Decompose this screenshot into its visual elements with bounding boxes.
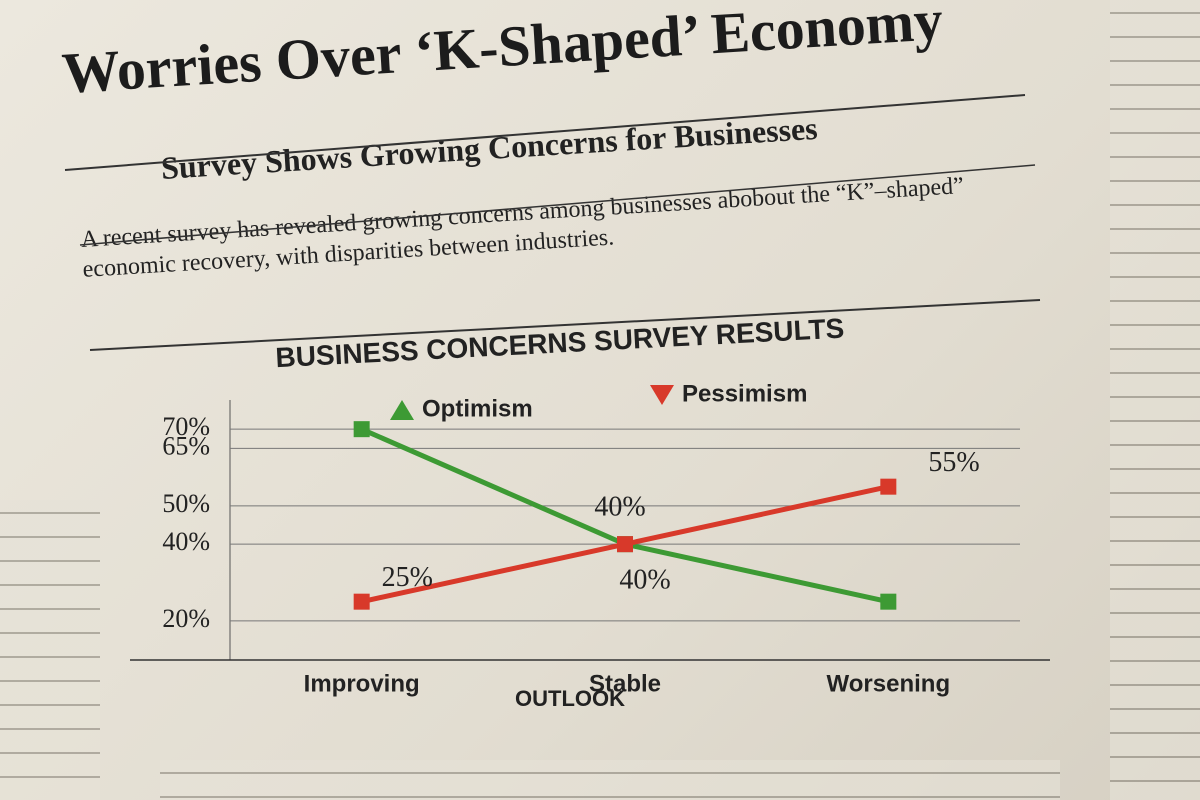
y-tick-label: 40% xyxy=(162,527,210,556)
y-tick-label: 70% xyxy=(162,412,210,441)
y-tick-label: 65% xyxy=(162,431,210,460)
x-tick-label: Improving xyxy=(304,670,420,697)
y-tick-label: 20% xyxy=(162,604,210,633)
point-marker xyxy=(617,536,633,553)
point-marker xyxy=(880,593,897,610)
y-tick-label: 50% xyxy=(162,489,210,518)
x-axis-title: OUTLOOK xyxy=(515,686,625,711)
legend-symbol xyxy=(390,400,414,420)
legend-label: Pessimism xyxy=(682,380,807,407)
x-tick-label: Worsening xyxy=(827,670,951,697)
column-text xyxy=(160,760,1060,800)
data-label: 55% xyxy=(928,447,979,478)
point-marker xyxy=(880,478,897,495)
column-text xyxy=(0,500,100,800)
data-label: 25% xyxy=(382,562,433,593)
point-marker xyxy=(353,593,370,610)
chart-title: BUSINESS CONCERNS SURVEY RESULTS xyxy=(275,313,845,374)
rule xyxy=(79,164,1036,246)
data-label: 40% xyxy=(594,492,645,523)
rule xyxy=(89,299,1041,351)
column-text xyxy=(1110,0,1200,800)
rule xyxy=(64,94,1026,171)
legend-symbol xyxy=(650,385,674,405)
data-label: 40% xyxy=(619,565,670,596)
x-tick-label: Stable xyxy=(589,670,661,697)
legend-label: Optimism xyxy=(422,395,533,422)
point-marker xyxy=(353,421,370,438)
